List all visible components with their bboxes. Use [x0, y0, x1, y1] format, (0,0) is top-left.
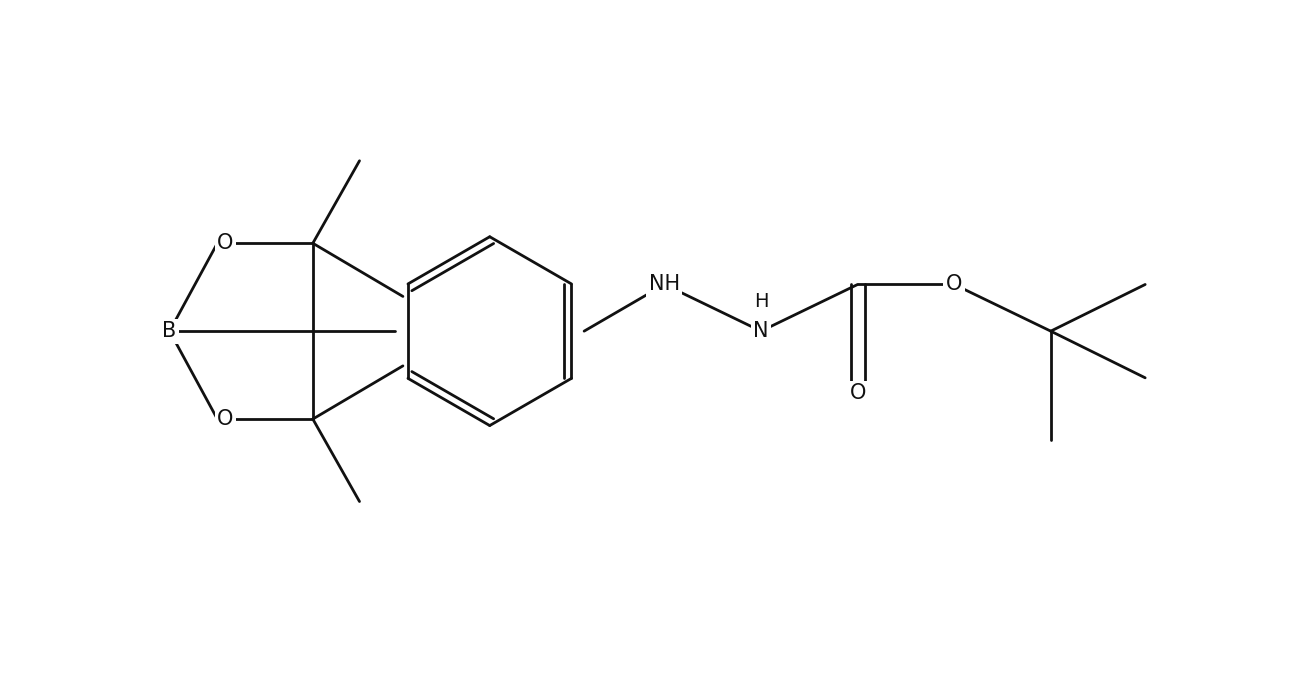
Text: H: H — [754, 292, 769, 311]
Text: O: O — [946, 274, 962, 295]
Text: B: B — [162, 321, 176, 341]
Text: O: O — [850, 383, 865, 403]
Text: NH: NH — [649, 274, 680, 295]
Text: O: O — [218, 409, 234, 429]
Text: O: O — [218, 233, 234, 253]
Text: N: N — [753, 321, 769, 341]
